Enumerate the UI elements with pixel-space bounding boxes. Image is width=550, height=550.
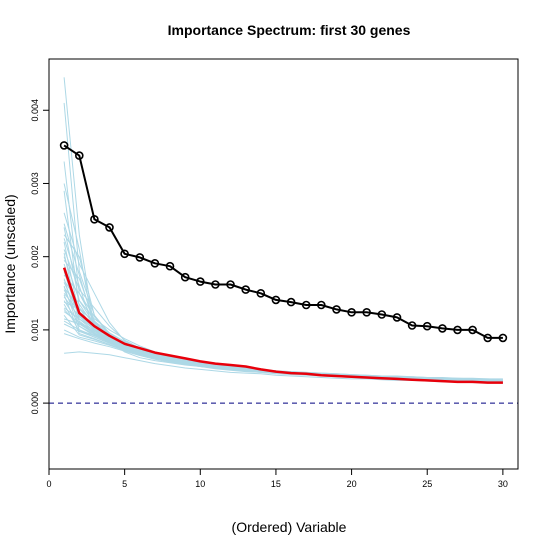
y-tick-label-3: 0.003 [30,172,40,195]
observed-point-4 [105,223,114,232]
observed-point-9 [180,272,190,282]
plot-frame [48,58,519,470]
x-tick-label-20: 20 [347,479,357,489]
x-tick-label-0: 0 [46,479,51,489]
null-curve-6 [63,212,503,381]
observed-point-17 [301,300,311,310]
observed-point-7 [150,258,160,268]
x-tick-label-15: 15 [271,479,281,489]
null-curve-27 [63,296,503,382]
observed-point-18 [316,300,326,310]
y-tick-label-4: 0.004 [30,99,40,122]
null-curve-15 [63,259,503,381]
observed-point-8 [165,261,175,271]
x-tick-label-5: 5 [122,479,127,489]
observed-point-28 [468,325,477,335]
null-curve-24 [63,289,503,382]
observed-point-20 [347,307,356,317]
x-tick-label-30: 30 [498,479,508,489]
observed-point-13 [241,285,250,294]
null-curve-2 [63,102,503,382]
observed-point-15 [271,295,281,305]
x-axis: 0 5 10 15 20 25 30 [46,469,508,489]
observed-point-14 [256,288,266,298]
series-layer [59,141,508,384]
observed-point-22 [377,310,387,319]
observed-point-6 [135,253,145,262]
x-tick-label-25: 25 [422,479,432,489]
null-mean-series [62,267,503,384]
x-axis-title: (Ordered) Variable [232,519,347,535]
null-curve-13 [63,252,503,382]
null-curve-21 [63,282,503,381]
null-mean-line [62,267,503,384]
observed-point-3 [90,215,99,224]
null-curves-layer [63,77,503,384]
y-tick-label-2: 0.002 [30,245,40,268]
observed-point-21 [362,307,372,317]
null-curve-7 [63,223,503,382]
observed-point-26 [438,324,447,333]
null-curve-19 [63,278,503,382]
y-tick-label-0: 0.000 [30,392,40,415]
null-curve-25 [63,292,503,381]
observed-importance-series [59,141,508,343]
null-curve-12 [63,249,503,381]
y-axis-title: Importance (unscaled) [2,194,18,333]
observed-point-25 [422,321,432,331]
observed-point-16 [286,297,296,307]
observed-point-27 [453,325,462,335]
null-curve-1 [63,77,503,382]
observed-point-2 [75,151,84,160]
observed-point-12 [226,280,235,289]
observed-point-23 [392,313,402,322]
null-curve-11 [63,241,503,381]
null-curve-10 [63,238,503,382]
null-curve-14 [63,256,503,381]
observed-point-30 [498,333,508,343]
observed-line [63,144,503,339]
y-axis: 0.000 0.001 0.002 0.003 0.004 [30,99,49,414]
null-curve-26 [63,294,503,383]
null-curve-8 [63,227,503,380]
observed-point-11 [211,280,220,289]
null-curve-16 [63,263,503,381]
null-curve-20 [63,279,503,381]
x-tick-label-10: 10 [195,479,205,489]
observed-point-29 [483,333,493,343]
chart-title: Importance Spectrum: first 30 genes [168,22,411,38]
observed-point-10 [196,277,205,286]
observed-point-1 [59,141,69,150]
y-tick-label-1: 0.001 [30,319,40,342]
observed-point-19 [332,305,341,314]
observed-point-24 [407,321,417,330]
null-curve-17 [63,271,503,382]
observed-point-5 [120,249,129,259]
